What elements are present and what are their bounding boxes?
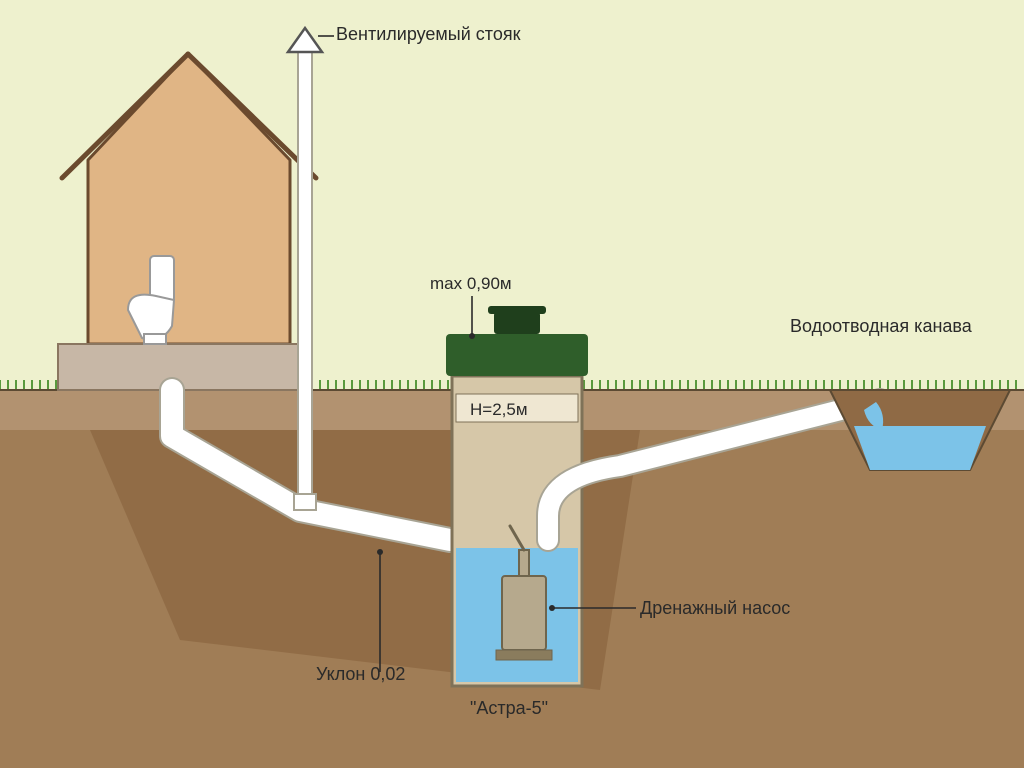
label-model: "Астра-5" bbox=[470, 698, 548, 719]
label-ditch: Водоотводная канава bbox=[790, 316, 972, 337]
label-tank-height: Н=2,5м bbox=[470, 400, 528, 420]
label-pump: Дренажный насос bbox=[640, 598, 790, 619]
diagram-svg bbox=[0, 0, 1024, 768]
label-max-depth: max 0,90м bbox=[430, 274, 512, 294]
label-vent: Вентилируемый стояк bbox=[336, 24, 520, 45]
label-slope: Уклон 0,02 bbox=[316, 664, 405, 685]
septic-diagram: Вентилируемый стояк max 0,90м Водоотводн… bbox=[0, 0, 1024, 768]
